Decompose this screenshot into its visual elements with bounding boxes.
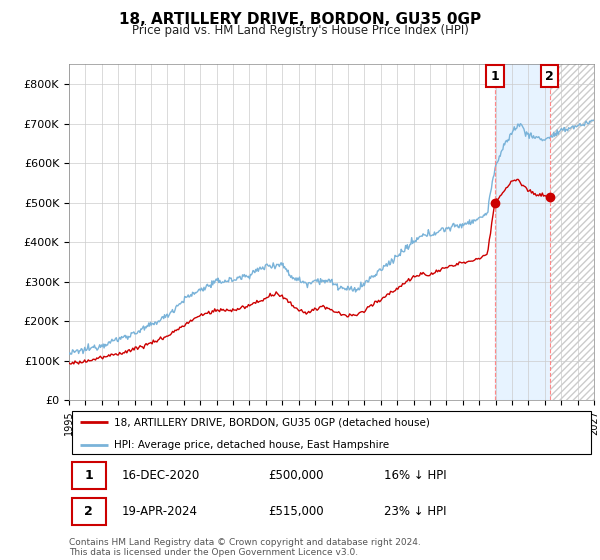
Text: 16-DEC-2020: 16-DEC-2020 <box>121 469 200 482</box>
Bar <box>495 64 550 400</box>
Text: £515,000: £515,000 <box>269 505 324 518</box>
Text: 1: 1 <box>85 469 93 482</box>
Text: 23% ↓ HPI: 23% ↓ HPI <box>384 505 446 518</box>
Text: 2: 2 <box>545 70 554 83</box>
Text: 18, ARTILLERY DRIVE, BORDON, GU35 0GP (detached house): 18, ARTILLERY DRIVE, BORDON, GU35 0GP (d… <box>113 417 430 427</box>
Bar <box>550 64 594 400</box>
Text: 16% ↓ HPI: 16% ↓ HPI <box>384 469 446 482</box>
Text: 2: 2 <box>85 505 93 518</box>
Bar <box>550 64 594 400</box>
Text: Price paid vs. HM Land Registry's House Price Index (HPI): Price paid vs. HM Land Registry's House … <box>131 24 469 36</box>
Text: 1: 1 <box>491 70 499 83</box>
FancyBboxPatch shape <box>71 498 106 525</box>
Text: HPI: Average price, detached house, East Hampshire: HPI: Average price, detached house, East… <box>113 440 389 450</box>
Text: 18, ARTILLERY DRIVE, BORDON, GU35 0GP: 18, ARTILLERY DRIVE, BORDON, GU35 0GP <box>119 12 481 27</box>
Text: 19-APR-2024: 19-APR-2024 <box>121 505 197 518</box>
FancyBboxPatch shape <box>71 462 106 488</box>
Text: Contains HM Land Registry data © Crown copyright and database right 2024.
This d: Contains HM Land Registry data © Crown c… <box>69 538 421 557</box>
Text: £500,000: £500,000 <box>269 469 324 482</box>
FancyBboxPatch shape <box>71 411 592 454</box>
